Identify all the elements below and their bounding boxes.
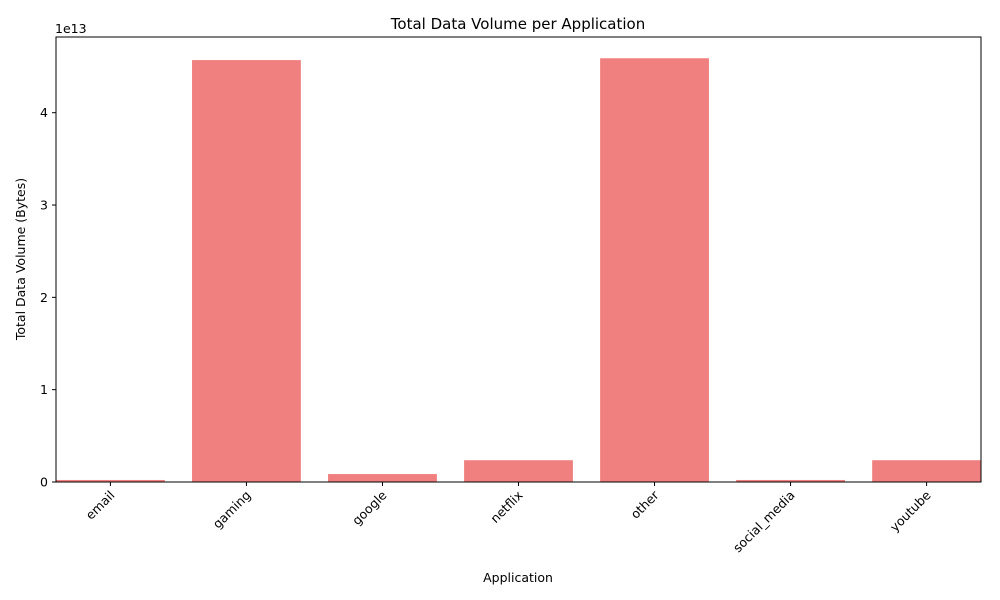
bar-google <box>328 474 437 482</box>
y-tick-label: 4 <box>40 105 48 120</box>
bars-group <box>56 58 981 483</box>
y-tick-label: 1 <box>40 382 48 397</box>
y-axis-label: Total Data Volume (Bytes) <box>13 178 28 341</box>
bar-other <box>600 58 709 483</box>
bar-youtube <box>872 460 981 482</box>
x-tick-label: netflix <box>487 488 525 526</box>
x-tick-label: google <box>349 487 390 528</box>
plot-frame <box>55 36 982 483</box>
x-tick-label: email <box>83 488 118 523</box>
y-axis-ticks: 0 1 2 3 4 <box>40 105 56 490</box>
bar-gaming <box>192 60 301 483</box>
bar-netflix <box>464 460 573 482</box>
x-tick-label: other <box>627 487 662 522</box>
y-tick-label: 2 <box>40 290 48 305</box>
bar-social-media <box>736 479 845 482</box>
y-tick-label: 0 <box>40 475 48 490</box>
chart-title: Total Data Volume per Application <box>390 15 645 33</box>
x-axis-label: Application <box>483 570 553 585</box>
x-tick-label: gaming <box>210 488 254 532</box>
x-tick-label: social_media <box>730 488 798 556</box>
x-tick-label: youtube <box>887 487 934 534</box>
bar-email <box>56 479 165 482</box>
y-tick-label: 3 <box>40 198 48 213</box>
x-axis-ticks: email gaming google netflix other social_medi… <box>83 482 934 555</box>
y-axis-offset-label: 1e13 <box>55 21 87 36</box>
